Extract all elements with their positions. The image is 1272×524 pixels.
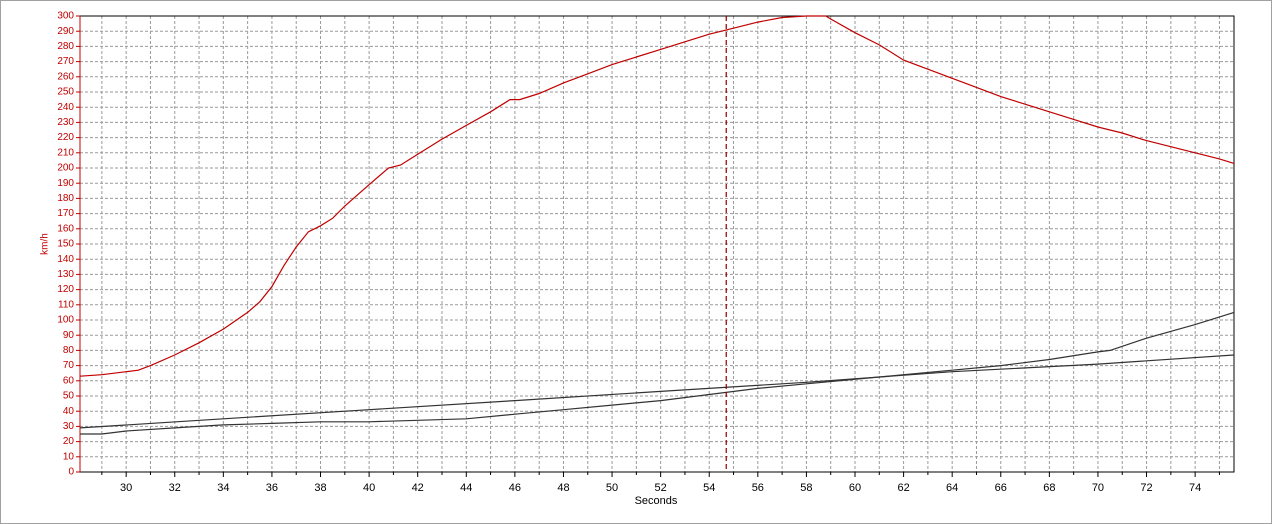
x-tick-label: 44 [460,482,472,494]
x-tick-label: 52 [655,482,667,494]
x-tick-label: 36 [266,482,278,494]
x-tick-label: 60 [849,482,861,494]
y-tick-label: 0 [68,467,74,478]
y-tick-label: 300 [57,11,74,22]
y-tick-label: 260 [57,71,74,82]
y-tick-label: 240 [57,102,74,113]
x-tick-label: 62 [897,482,909,494]
y-axis-label: km/h [40,233,51,255]
y-tick-label: 80 [63,345,75,356]
y-tick-label: 230 [57,117,74,128]
y-tick-label: 120 [57,284,74,295]
x-tick-label: 30 [120,482,132,494]
x-tick-label: 38 [314,482,326,494]
y-tick-label: 150 [57,239,74,250]
y-tick-label: 170 [57,208,74,219]
y-tick-label: 190 [57,178,74,189]
y-tick-label: 10 [63,451,75,462]
y-tick-label: 110 [58,299,74,310]
x-tick-label: 66 [995,482,1007,494]
series-line [79,15,1235,377]
x-tick-label: 32 [169,482,181,494]
x-tick-label: 48 [557,482,569,494]
y-tick-label: 210 [57,147,74,158]
x-tick-label: 72 [1140,482,1152,494]
y-tick-label: 200 [57,163,74,174]
x-tick-label: 56 [752,482,764,494]
y-tick-label: 130 [57,269,74,280]
x-tick-label: 46 [509,482,521,494]
x-tick-label: 68 [1043,482,1055,494]
x-tick-label: 74 [1189,482,1201,494]
x-tick-label: 64 [946,482,958,494]
y-tick-label: 290 [57,26,74,37]
y-tick-label: 280 [57,41,74,52]
series-line [79,354,1235,429]
y-tick-label: 250 [57,87,74,98]
y-tick-label: 50 [63,391,75,402]
y-tick-label: 70 [63,360,75,371]
y-tick-label: 270 [57,56,74,67]
x-tick-label: 42 [412,482,424,494]
y-tick-label: 180 [57,193,74,204]
x-tick-label: 58 [800,482,812,494]
y-tick-label: 160 [57,223,74,234]
x-tick-label: 34 [217,482,229,494]
y-tick-label: 220 [57,132,74,143]
y-tick-label: 140 [57,254,74,265]
y-tick-label: 40 [63,406,75,417]
y-tick-label: 60 [63,375,75,386]
y-tick-label: 90 [63,330,75,341]
y-tick-label: 20 [63,436,75,447]
x-tick-label: 54 [703,482,715,494]
x-tick-label: 50 [606,482,618,494]
series-line [80,311,1235,435]
x-axis-label: Seconds [635,495,678,507]
y-tick-label: 100 [57,315,74,326]
x-tick-label: 70 [1092,482,1104,494]
y-tick-label: 30 [63,421,75,432]
x-tick-label: 40 [363,482,375,494]
